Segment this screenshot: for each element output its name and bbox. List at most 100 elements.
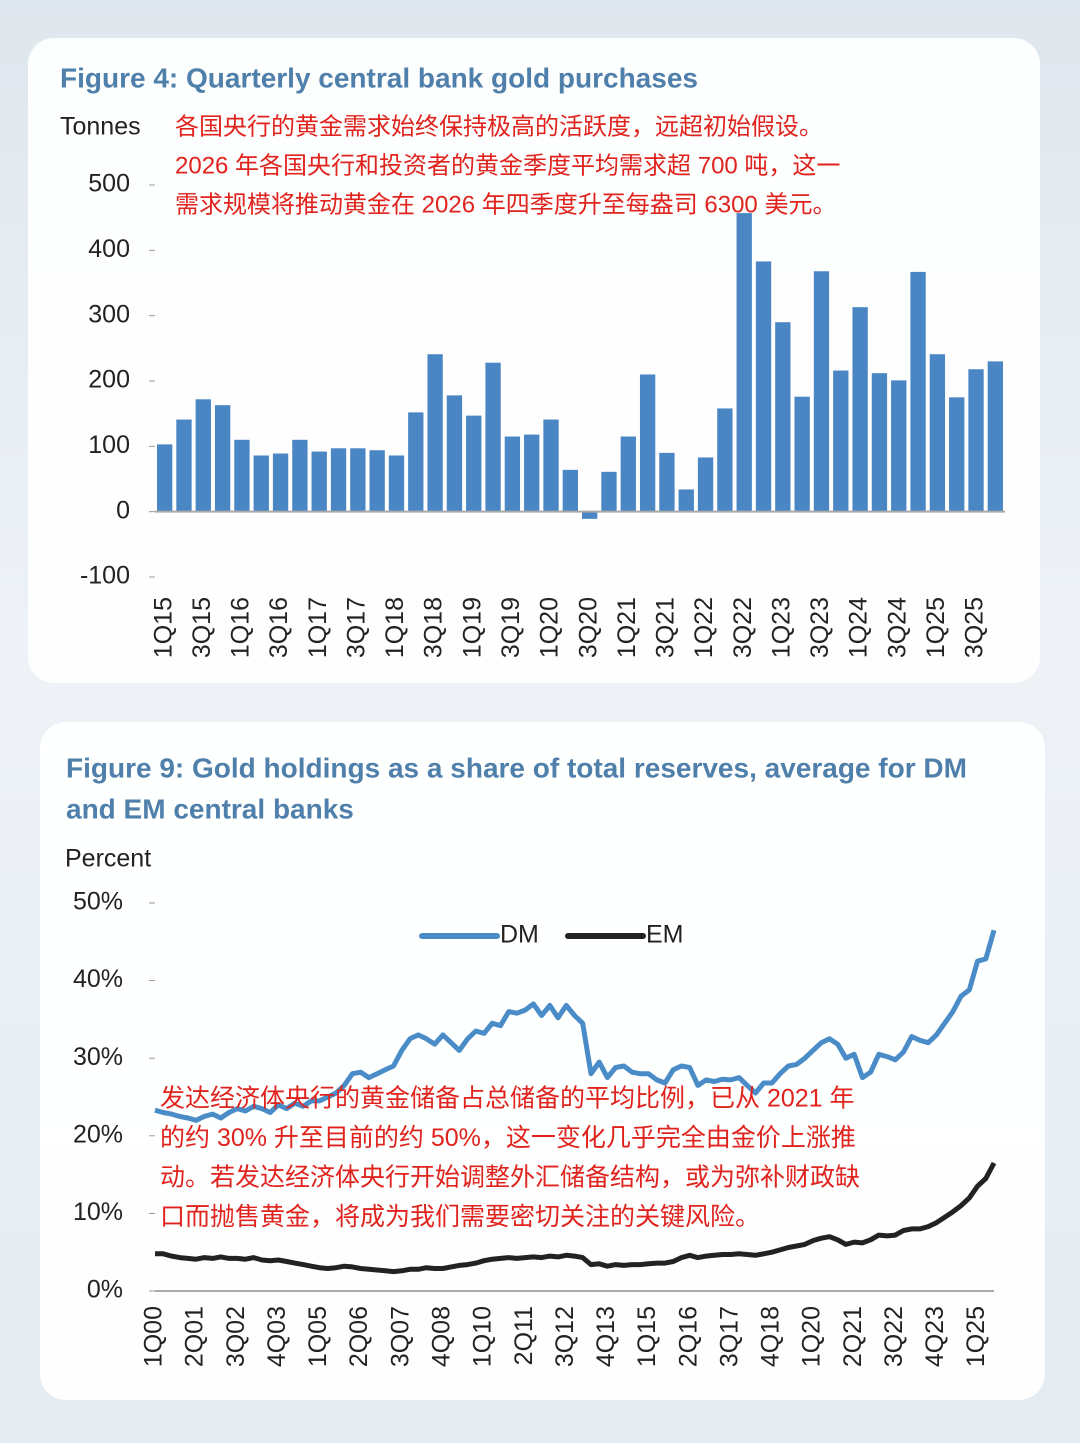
annotation: 的约 30% 升至目前的约 50%，这一变化几乎完全由金价上涨推 [160, 1124, 856, 1152]
x-tick-label: 3Q19 [497, 597, 525, 658]
x-tick-label: 1Q10 [469, 1306, 497, 1367]
x-tick-label: 3Q18 [420, 597, 448, 658]
x-tick-label: 3Q17 [342, 597, 370, 658]
bar [620, 436, 636, 512]
card [40, 722, 1045, 1400]
bar [253, 455, 269, 512]
y-tick-label: 10% [73, 1198, 123, 1226]
annotation: 动。若发达经济体央行开始调整外汇储备结构，或为弥补财政缺 [160, 1164, 860, 1192]
bar [350, 448, 366, 512]
line [154, 929, 997, 1123]
x-tick-label: 3Q22 [729, 597, 757, 658]
x-tick-label: 1Q22 [690, 597, 718, 658]
legend-label: DM [500, 921, 539, 949]
bar [388, 455, 405, 512]
y-tick-label: -100 [80, 562, 130, 590]
bar [485, 362, 501, 512]
y-tick-label: 400 [88, 235, 130, 263]
annotation: 需求规模将推动黄金在 2026 年四季度升至每盎司 6300 美元。 [175, 191, 836, 218]
bar [891, 380, 907, 512]
bar [234, 439, 250, 512]
x-tick-label: 3Q25 [961, 597, 989, 658]
bar [717, 408, 733, 512]
bar [543, 419, 559, 512]
bar [524, 434, 540, 512]
bar [833, 370, 849, 512]
x-tick-label: 4Q08 [428, 1306, 456, 1367]
y-tick-label: 500 [88, 170, 130, 198]
x-tick-label: 3Q17 [715, 1306, 743, 1367]
chart-title: and EM central banks [66, 793, 354, 824]
bar [968, 369, 984, 512]
x-tick-label: 1Q18 [381, 597, 409, 658]
bar [176, 419, 192, 512]
x-tick-label: 3Q07 [386, 1306, 414, 1367]
y-tick-label: 100 [88, 431, 130, 459]
x-tick-label: 1Q20 [536, 597, 564, 658]
y-tick-label: 0% [87, 1276, 123, 1304]
y-axis-label: Percent [65, 845, 151, 873]
bar [929, 354, 946, 512]
x-tick-label: 1Q24 [845, 597, 873, 658]
x-tick-label: 4Q23 [921, 1306, 949, 1367]
bar [736, 213, 752, 512]
y-tick-label: 30% [73, 1043, 123, 1071]
x-tick-label: 3Q02 [222, 1306, 250, 1367]
bar [871, 373, 888, 512]
bar [852, 307, 868, 512]
bar [330, 448, 347, 512]
x-tick-label: 1Q15 [149, 597, 177, 658]
x-tick-label: 4Q13 [592, 1306, 620, 1367]
x-tick-label: 1Q25 [962, 1306, 990, 1367]
bar [427, 354, 443, 512]
bar [813, 271, 830, 512]
bar [504, 436, 521, 512]
x-tick-label: 1Q15 [633, 1306, 661, 1367]
chart-title: Figure 9: Gold holdings as a share of to… [66, 752, 967, 783]
card [28, 38, 1040, 683]
bar [582, 511, 598, 519]
legend-label: EM [646, 921, 684, 949]
bar [311, 451, 327, 512]
bar [562, 469, 578, 512]
x-tick-label: 1Q20 [798, 1306, 826, 1367]
bar [292, 439, 308, 512]
y-tick-label: 50% [73, 888, 123, 916]
bar [949, 397, 965, 512]
x-tick-label: 2Q01 [181, 1306, 209, 1367]
bar [601, 471, 617, 512]
chart-title: Figure 4: Quarterly central bank gold pu… [60, 62, 698, 93]
y-tick-label: 0 [116, 496, 130, 524]
x-tick-label: 4Q18 [757, 1306, 785, 1367]
x-tick-label: 3Q23 [806, 597, 834, 658]
annotation: 各国央行的黄金需求始终保持极高的活跃度，远超初始假设。 [175, 113, 823, 140]
bar [408, 412, 424, 512]
x-tick-label: 2Q11 [510, 1306, 538, 1365]
x-tick-label: 1Q16 [227, 597, 255, 658]
bar [697, 457, 714, 512]
bar [794, 396, 810, 512]
bar [755, 261, 772, 512]
bar [775, 322, 791, 512]
x-tick-label: 2Q21 [839, 1306, 867, 1367]
annotation: 2026 年各国央行和投资者的黄金季度平均需求超 700 吨，这一 [175, 152, 840, 179]
y-tick-label: 40% [73, 965, 123, 993]
x-tick-label: 2Q16 [674, 1306, 702, 1367]
line [155, 1161, 997, 1275]
x-tick-label: 1Q23 [767, 597, 795, 658]
bar [678, 489, 694, 512]
x-tick-label: 3Q21 [652, 597, 680, 658]
x-tick-label: 3Q20 [574, 597, 602, 658]
x-tick-label: 4Q03 [263, 1306, 291, 1367]
x-tick-label: 1Q05 [304, 1306, 332, 1367]
bar [369, 450, 385, 512]
bar [639, 374, 656, 512]
y-tick-label: 300 [88, 300, 130, 328]
x-tick-label: 3Q15 [188, 597, 216, 658]
x-tick-label: 3Q24 [883, 597, 911, 658]
y-tick-label: 200 [88, 366, 130, 394]
x-tick-label: 3Q22 [880, 1306, 908, 1367]
x-tick-label: 1Q21 [613, 597, 641, 658]
bar [910, 271, 926, 512]
